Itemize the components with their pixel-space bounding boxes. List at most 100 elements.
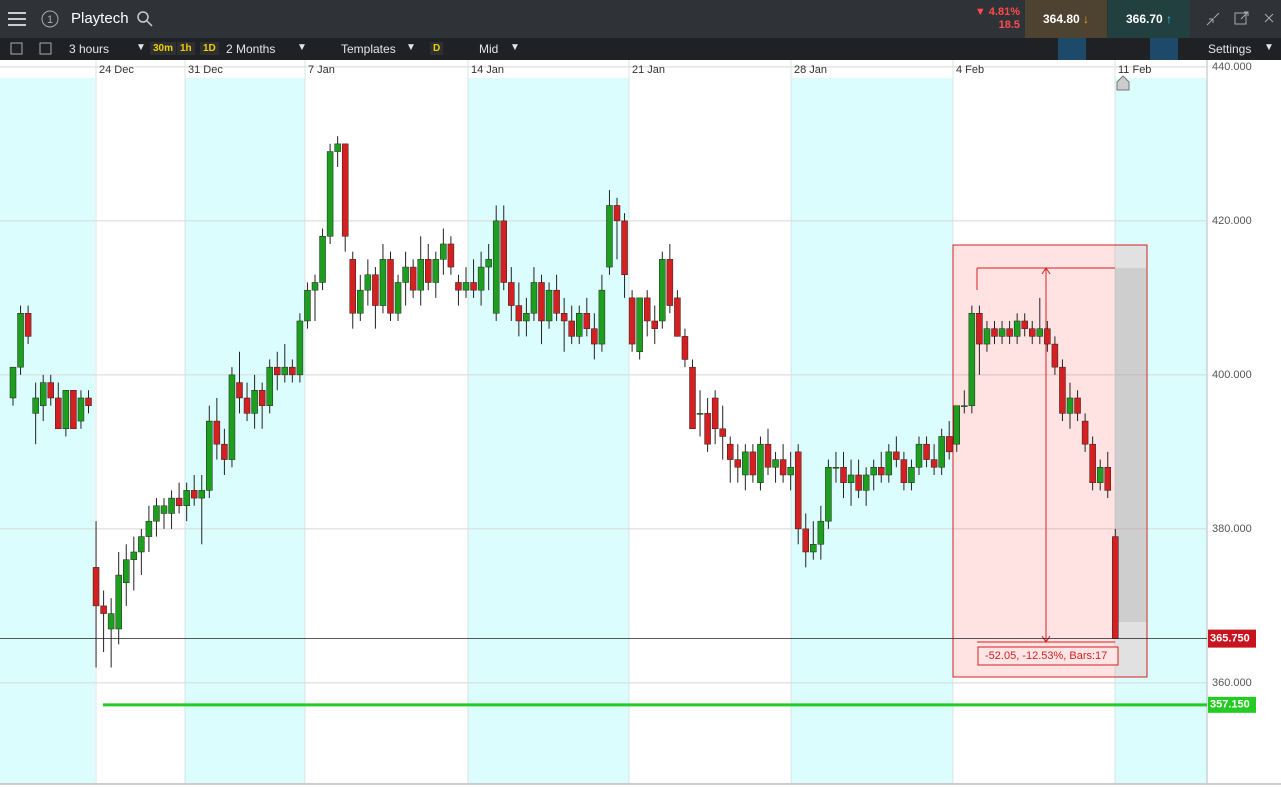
chart-style[interactable]: D [430, 42, 444, 55]
quick-interval[interactable]: 1D [200, 42, 219, 55]
active-tool[interactable] [1058, 38, 1086, 60]
candle-body [538, 282, 545, 322]
instrument-title[interactable]: Playtech [71, 10, 129, 27]
buy-price: 366.70 [1125, 12, 1163, 26]
candle-body [802, 528, 809, 553]
dropdown-arrow[interactable]: ▼ [1264, 42, 1274, 53]
session-band [0, 63, 95, 783]
dropdown-arrow[interactable]: ▼ [510, 42, 520, 53]
candle-body [764, 443, 772, 468]
candle-body [32, 397, 39, 414]
candle-body [621, 220, 628, 276]
session-band [791, 63, 953, 783]
candle-body [138, 536, 145, 553]
candle-body [568, 320, 575, 337]
dropdown-arrow[interactable]: ▼ [406, 42, 416, 53]
candle-body [183, 490, 190, 507]
support-label: 357.150 [1210, 699, 1250, 711]
window-controls[interactable] [1205, 11, 1275, 27]
candle-body [523, 313, 530, 322]
candle-body [583, 313, 591, 329]
candle-body [160, 505, 168, 514]
menu-icon[interactable] [8, 11, 28, 27]
candle-body [598, 289, 606, 345]
candle-body [55, 397, 62, 430]
support-tag [1208, 696, 1256, 713]
candle-body [1006, 328, 1013, 337]
interval-select[interactable]: 3 hours [69, 42, 110, 56]
candle-body [945, 436, 953, 453]
candle-body [153, 505, 160, 522]
candle-body [236, 382, 243, 399]
candle-body [1029, 328, 1036, 337]
x-tick-label: 21 Jan [632, 64, 665, 76]
y-tick-label: 380.000 [1212, 523, 1252, 535]
candle-body [719, 428, 726, 437]
quick-interval[interactable]: 1h [177, 42, 195, 55]
chart-toolbar: 3 hours ▼ 30m 1h 1D 2 Months ▼ Templates… [0, 38, 1281, 60]
candle-body [832, 467, 840, 469]
candle-body [47, 382, 54, 399]
change-percent: ▼ 4.81% [974, 6, 1020, 18]
candle-body [372, 274, 379, 306]
candle-body [1021, 320, 1028, 329]
candle-body [1096, 467, 1104, 483]
candle-body [772, 459, 779, 468]
candle-body [39, 382, 47, 406]
candle-body [983, 328, 991, 345]
candle-body [341, 143, 349, 237]
candle-body [734, 459, 742, 468]
candle-body [651, 320, 658, 329]
candle-body [485, 259, 492, 268]
range-select[interactable]: 2 Months [226, 42, 276, 56]
change-absolute: 18.5 [998, 19, 1020, 31]
current-price-tag [1208, 629, 1256, 648]
dropdown-arrow[interactable]: ▼ [136, 42, 146, 53]
candle-body [606, 205, 613, 268]
candle-body [190, 490, 198, 499]
sell-button[interactable]: 364.80 ↓ [1025, 0, 1107, 38]
candle-body [976, 313, 983, 345]
candle-body [455, 282, 462, 291]
candle-body [961, 405, 968, 407]
candle-body [1044, 328, 1051, 345]
candle-body [213, 420, 221, 445]
candle-body [357, 289, 364, 314]
settings-button[interactable]: Settings [1208, 42, 1252, 56]
candle-body [175, 497, 183, 507]
candle-body [447, 243, 455, 268]
session-band [1115, 63, 1207, 783]
candle-body [107, 613, 115, 630]
candle-body [70, 390, 77, 430]
candle-body [953, 405, 960, 445]
x-tick-label: 14 Jan [471, 64, 504, 76]
candle-body [545, 289, 553, 322]
toolbar-icons[interactable] [10, 42, 60, 56]
candle-body [168, 497, 175, 514]
buy-button[interactable]: 366.70 ↑ [1108, 0, 1190, 38]
measure-label: -52.05, -12.53%, Bars:17 [985, 650, 1107, 662]
candle-body [62, 390, 70, 430]
search-icon[interactable] [137, 11, 153, 27]
active-tool[interactable] [1150, 38, 1178, 60]
price-type[interactable]: Mid [479, 42, 499, 56]
candle-body [1059, 366, 1066, 414]
candle-body [281, 366, 289, 376]
candle-body [855, 474, 862, 491]
candle-body [394, 282, 402, 314]
price-change: ▼ 4.81% 18.5 [972, 6, 1020, 32]
candle-body [77, 397, 85, 422]
candle-body [1112, 536, 1119, 639]
measure-label-box [977, 646, 1119, 666]
x-tick-label: 31 Dec [188, 64, 223, 76]
candle-body [878, 467, 885, 476]
info-icon[interactable]: 1 [40, 9, 60, 29]
candle-body [757, 443, 764, 483]
dropdown-arrow[interactable]: ▼ [297, 42, 307, 53]
candle-body [266, 366, 273, 406]
templates-button[interactable]: Templates [341, 42, 396, 56]
candle-body [492, 220, 500, 314]
quick-interval[interactable]: 30m [150, 42, 177, 55]
candle-body [477, 266, 485, 291]
